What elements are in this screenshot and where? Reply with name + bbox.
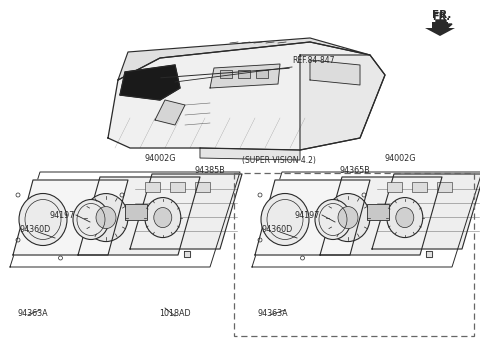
Text: 1018AD: 1018AD (159, 309, 191, 318)
Text: FR.: FR. (432, 12, 450, 22)
Ellipse shape (261, 194, 309, 245)
Text: 94197: 94197 (49, 211, 75, 219)
Polygon shape (210, 64, 280, 88)
Polygon shape (436, 20, 452, 31)
Ellipse shape (145, 198, 181, 238)
Text: 94365B: 94365B (340, 166, 371, 175)
Text: 94002G: 94002G (384, 154, 416, 163)
Bar (145, 181, 160, 192)
Ellipse shape (326, 194, 370, 242)
Bar (170, 181, 185, 192)
Ellipse shape (96, 206, 116, 228)
Bar (256, 70, 268, 78)
Bar (125, 204, 147, 220)
Text: 94197: 94197 (295, 211, 320, 219)
Polygon shape (108, 42, 385, 150)
Text: (SUPER VISION 4.2): (SUPER VISION 4.2) (242, 156, 316, 165)
Bar (238, 70, 250, 78)
Text: 94363A: 94363A (258, 309, 288, 318)
Ellipse shape (396, 207, 414, 227)
Ellipse shape (84, 194, 128, 242)
Polygon shape (184, 251, 190, 257)
Polygon shape (372, 174, 480, 249)
Polygon shape (130, 174, 242, 249)
Text: 94002G: 94002G (144, 154, 176, 163)
Text: 94360D: 94360D (20, 225, 51, 235)
Ellipse shape (154, 207, 172, 227)
Polygon shape (320, 177, 442, 255)
Polygon shape (120, 65, 180, 100)
Polygon shape (155, 100, 185, 125)
Ellipse shape (73, 199, 109, 239)
Ellipse shape (19, 194, 67, 245)
Polygon shape (255, 180, 370, 255)
Polygon shape (310, 60, 360, 85)
Bar (412, 181, 427, 192)
Text: REF.84-847: REF.84-847 (292, 56, 335, 65)
Bar (367, 204, 389, 220)
Text: FR.: FR. (432, 10, 451, 20)
Ellipse shape (387, 198, 423, 238)
Ellipse shape (315, 199, 351, 239)
Bar (437, 181, 452, 192)
Polygon shape (13, 180, 128, 255)
Text: 94385B: 94385B (194, 166, 226, 175)
Bar (195, 181, 210, 192)
Bar (220, 70, 232, 78)
Polygon shape (300, 55, 385, 150)
Polygon shape (118, 38, 370, 80)
Polygon shape (200, 148, 300, 160)
Bar (387, 181, 402, 192)
Ellipse shape (338, 206, 358, 228)
Polygon shape (425, 22, 455, 36)
Text: 94363A: 94363A (18, 309, 48, 318)
Polygon shape (426, 251, 432, 257)
Text: 94360D: 94360D (262, 225, 293, 235)
Polygon shape (78, 177, 200, 255)
Bar (234, 173, 474, 336)
